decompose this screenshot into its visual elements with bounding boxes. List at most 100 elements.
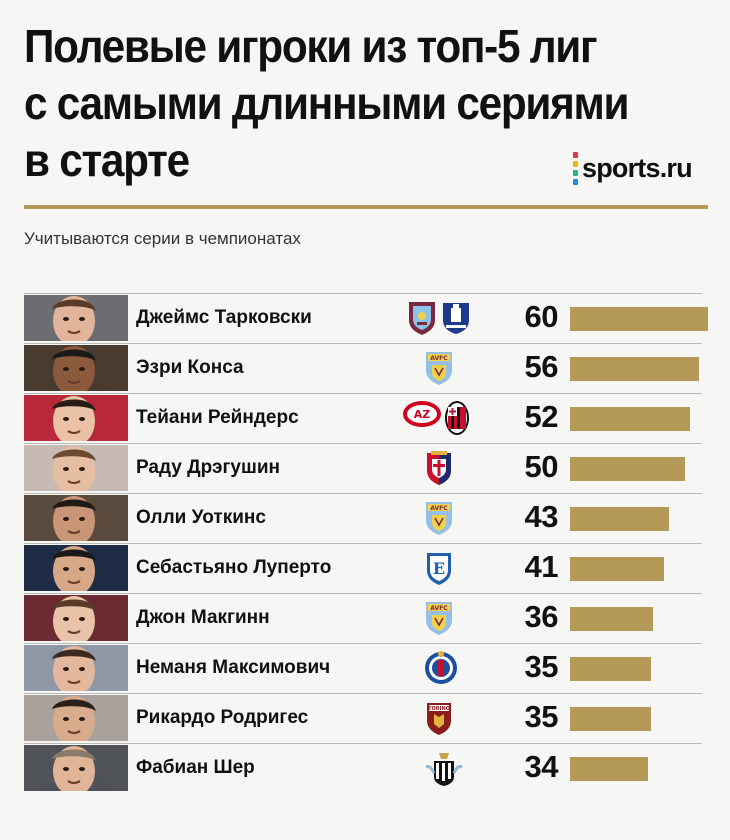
chart-row: Неманя Максимович 35: [24, 643, 714, 693]
club-crests: AVFC: [406, 599, 492, 639]
sports-ru-logo: sports.ru: [573, 151, 693, 185]
bar-value-label: 35: [524, 649, 559, 684]
player-name: Неманя Максимович: [136, 657, 331, 678]
bar-value-label: 36: [524, 599, 559, 634]
empoli-crest-icon: E: [424, 549, 454, 592]
aston-villa-crest-icon: AVFC: [424, 599, 454, 642]
genoa-crest-icon: [424, 449, 454, 492]
player-photo: [24, 395, 128, 441]
bar-value-label: 43: [524, 499, 559, 534]
bar-value-label: 35: [524, 699, 559, 734]
bar: [570, 457, 685, 481]
title-line-1: Полевые игроки из топ-5 лиг: [24, 20, 598, 72]
logo-dot: [573, 160, 578, 167]
row-separator: [24, 693, 702, 694]
row-separator: [24, 343, 702, 344]
chart-row: Джеймс Тарковски 60: [24, 293, 714, 343]
chart-row: Себастьяно Луперто E 41: [24, 543, 714, 593]
bar-value-label: 52: [524, 399, 559, 434]
player-photo: [24, 545, 128, 591]
club-crests: AZ: [403, 399, 492, 442]
title-divider: [24, 205, 708, 209]
club-crests: TORINO: [406, 699, 492, 739]
player-name: Эзри Конса: [136, 357, 244, 378]
svg-text:E: E: [433, 559, 445, 578]
bar: [570, 707, 651, 731]
bar: [570, 407, 690, 431]
player-name: Фабиан Шер: [136, 757, 255, 778]
title-line-2: с самыми длинными сериями: [24, 77, 630, 129]
bar: [570, 357, 699, 381]
logo-dots-icon: [573, 151, 578, 185]
chart-subtitle: Учитываются серии в чемпионатах: [24, 229, 301, 248]
bar: [570, 307, 708, 331]
aston-villa-crest-icon: AVFC: [424, 349, 454, 392]
svg-text:AVFC: AVFC: [430, 355, 448, 362]
logo-text: sports.ru: [582, 152, 693, 183]
bar: [570, 757, 649, 781]
chart-row: Олли Уоткинс AVFC 43: [24, 493, 714, 543]
club-crests: AVFC: [406, 499, 492, 539]
row-separator: [24, 393, 702, 394]
getafe-crest-icon: [424, 649, 458, 692]
torino-crest-icon: TORINO: [424, 699, 454, 742]
player-photo: [24, 295, 128, 341]
chart-row: Эзри Конса AVFC 56: [24, 343, 714, 393]
bar-value-label: 56: [524, 349, 559, 384]
player-photo: [24, 445, 128, 491]
newcastle-crest-icon: [424, 749, 464, 792]
logo-dot: [573, 178, 578, 185]
club-crests: AVFC: [406, 349, 492, 389]
row-separator: [24, 543, 702, 544]
bar: [570, 607, 653, 631]
row-separator: [24, 743, 702, 744]
player-name: Тейани Рейндерс: [136, 407, 299, 428]
player-name: Себастьяно Луперто: [136, 557, 332, 578]
bar-value-label: 60: [524, 299, 559, 334]
club-crests: [406, 649, 492, 689]
logo-dot: [573, 151, 578, 158]
row-separator: [24, 643, 702, 644]
row-separator: [24, 593, 702, 594]
player-photo: [24, 745, 128, 791]
az-alkmaar-crest-icon: AZ: [402, 399, 442, 434]
aston-villa-crest-icon: AVFC: [424, 499, 454, 542]
everton-crest-icon: [440, 299, 472, 342]
ac-milan-crest-icon: [444, 399, 470, 442]
player-photo: [24, 495, 128, 541]
player-name: Рикардо Родригес: [136, 707, 309, 728]
club-crests: [406, 749, 492, 789]
svg-text:AZ: AZ: [414, 408, 431, 421]
player-photo: [24, 695, 128, 741]
club-crests: [406, 449, 492, 489]
player-name: Раду Дрэгушин: [136, 457, 280, 478]
row-separator: [24, 443, 702, 444]
bar-chart: Джеймс Тарковски 60 Эзри Конса AVFC 56 Тейа…: [24, 293, 714, 793]
svg-text:AVFC: AVFC: [430, 605, 448, 612]
player-photo: [24, 595, 128, 641]
bar: [570, 507, 669, 531]
svg-text:AVFC: AVFC: [430, 505, 448, 512]
bar: [570, 557, 665, 581]
title-line-3: в старте: [24, 134, 190, 186]
chart-row: Раду Дрэгушин 50: [24, 443, 714, 493]
bar-value-label: 50: [524, 449, 559, 484]
club-crests: [406, 299, 492, 339]
club-crests: E: [406, 549, 492, 589]
player-name: Олли Уоткинс: [136, 507, 266, 528]
chart-title: Полевые игроки из топ-5 лиг с самыми дли…: [24, 18, 659, 189]
bar-value-label: 41: [524, 549, 559, 584]
bar: [570, 657, 651, 681]
player-photo: [24, 345, 128, 391]
player-photo: [24, 645, 128, 691]
burnley-crest-icon: [406, 299, 438, 342]
player-name: Джон Макгинн: [136, 607, 270, 628]
player-name: Джеймс Тарковски: [136, 307, 312, 328]
logo-dot: [573, 169, 578, 176]
chart-row: Тейани Рейндерс AZ 52: [24, 393, 714, 443]
row-separator: [24, 293, 702, 294]
bar-value-label: 34: [524, 749, 559, 784]
chart-row: Фабиан Шер 34: [24, 743, 714, 793]
svg-text:TORINO: TORINO: [428, 706, 450, 712]
chart-row: Джон Макгинн AVFC 36: [24, 593, 714, 643]
